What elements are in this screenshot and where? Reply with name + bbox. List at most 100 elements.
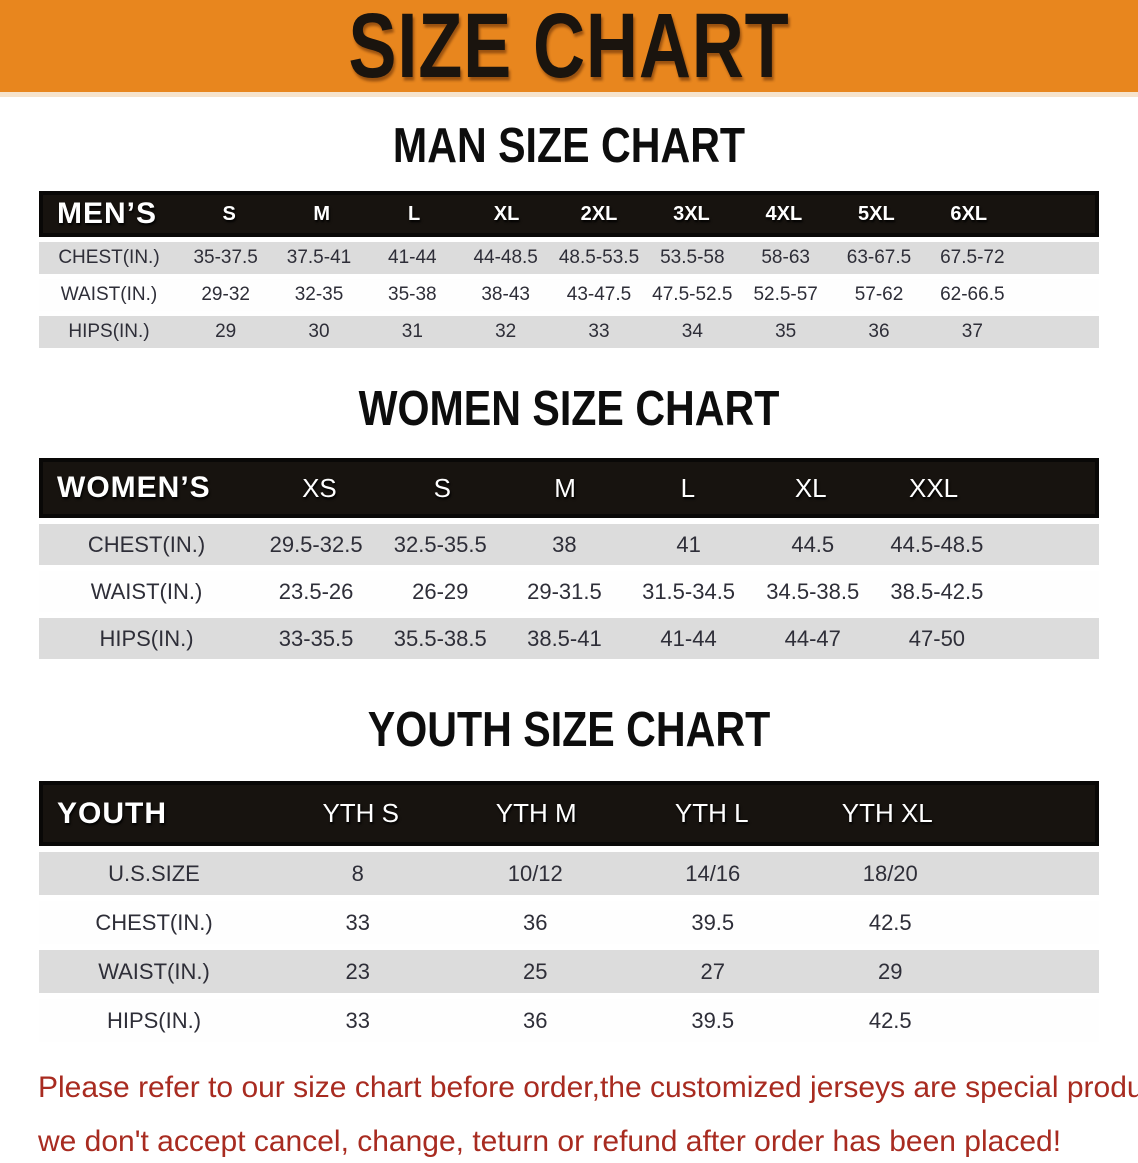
hips-row-label: HIPS(IN.) bbox=[39, 321, 179, 343]
size-value-cell: 37 bbox=[926, 321, 1019, 343]
size-column-header: YTH L bbox=[624, 798, 800, 829]
size-value-cell: 38 bbox=[502, 532, 626, 558]
size-value-cell: 33 bbox=[269, 910, 447, 936]
size-column-header: S bbox=[381, 473, 504, 504]
size-value-cell: 33 bbox=[552, 321, 645, 343]
size-value-cell: 18/20 bbox=[802, 861, 980, 887]
size-value-cell: 52.5-57 bbox=[739, 284, 832, 306]
size-value-cell: 36 bbox=[447, 1008, 625, 1034]
size-column-header: 3XL bbox=[645, 203, 737, 226]
youth-section-heading: YOUTH SIZE CHART bbox=[91, 702, 1047, 758]
size-column-header: XXL bbox=[872, 473, 995, 504]
men-chest-row: CHEST(IN.) 35-37.5 37.5-41 41-44 44-48.5… bbox=[39, 242, 1099, 274]
size-column-header: YTH XL bbox=[800, 798, 976, 829]
size-value-cell: 23.5-26 bbox=[254, 579, 378, 605]
size-value-cell: 32-35 bbox=[272, 284, 365, 306]
youth-waist-row: WAIST(IN.) 23 25 27 29 bbox=[39, 950, 1099, 993]
size-value-cell: 29-32 bbox=[179, 284, 272, 306]
size-value-cell: 36 bbox=[832, 321, 925, 343]
size-value-cell: 10/12 bbox=[447, 861, 625, 887]
chest-row-label: CHEST(IN.) bbox=[39, 910, 269, 936]
size-value-cell: 26-29 bbox=[378, 579, 502, 605]
men-hips-row: HIPS(IN.) 29 30 31 32 33 34 35 36 37 bbox=[39, 316, 1099, 348]
size-value-cell: 34 bbox=[646, 321, 739, 343]
size-column-header: 5XL bbox=[830, 203, 922, 226]
youth-header-row: YOUTH YTH S YTH M YTH L YTH XL bbox=[39, 781, 1099, 846]
size-value-cell: 35.5-38.5 bbox=[378, 626, 502, 652]
size-value-cell: 29 bbox=[802, 959, 980, 985]
size-value-cell: 32 bbox=[459, 321, 552, 343]
size-column-header: XL bbox=[749, 473, 872, 504]
footer-note: Please refer to our size chart before or… bbox=[0, 1066, 1138, 1163]
us-size-row-label: U.S.SIZE bbox=[39, 861, 269, 887]
size-value-cell: 38.5-42.5 bbox=[875, 579, 999, 605]
youth-ussize-row: U.S.SIZE 8 10/12 14/16 18/20 bbox=[39, 852, 1099, 895]
size-value-cell: 38-43 bbox=[459, 284, 552, 306]
women-header-row: WOMEN’S XS S M L XL XXL bbox=[39, 458, 1099, 518]
size-column-header: YTH M bbox=[449, 798, 625, 829]
youth-chest-row: CHEST(IN.) 33 36 39.5 42.5 bbox=[39, 901, 1099, 944]
size-value-cell: 57-62 bbox=[832, 284, 925, 306]
size-value-cell: 44.5 bbox=[751, 532, 875, 558]
size-value-cell: 25 bbox=[447, 959, 625, 985]
waist-row-label: WAIST(IN.) bbox=[39, 579, 254, 605]
size-value-cell: 47-50 bbox=[875, 626, 999, 652]
size-value-cell: 30 bbox=[272, 321, 365, 343]
size-column-header: 2XL bbox=[553, 203, 645, 226]
size-value-cell: 35-38 bbox=[366, 284, 459, 306]
size-value-cell: 38.5-41 bbox=[502, 626, 626, 652]
size-value-cell: 53.5-58 bbox=[646, 247, 739, 269]
banner: SIZE CHART bbox=[0, 0, 1138, 97]
size-column-header: 4XL bbox=[738, 203, 830, 226]
size-value-cell: 42.5 bbox=[802, 1008, 980, 1034]
women-size-table: WOMEN’S XS S M L XL XXL CHEST(IN.) 29.5-… bbox=[39, 458, 1099, 659]
men-header-row: MEN’S S M L XL 2XL 3XL 4XL 5XL 6XL bbox=[39, 191, 1099, 237]
chest-row-label: CHEST(IN.) bbox=[39, 532, 254, 558]
size-column-header: XS bbox=[258, 473, 381, 504]
size-value-cell: 44.5-48.5 bbox=[875, 532, 999, 558]
size-value-cell: 63-67.5 bbox=[832, 247, 925, 269]
size-value-cell: 23 bbox=[269, 959, 447, 985]
size-value-cell: 41 bbox=[626, 532, 750, 558]
size-value-cell: 44-47 bbox=[751, 626, 875, 652]
size-value-cell: 67.5-72 bbox=[926, 247, 1019, 269]
size-value-cell: 35-37.5 bbox=[179, 247, 272, 269]
youth-table-title: YOUTH bbox=[43, 797, 273, 831]
waist-row-label: WAIST(IN.) bbox=[39, 959, 269, 985]
size-value-cell: 34.5-38.5 bbox=[751, 579, 875, 605]
size-column-header: L bbox=[368, 203, 460, 226]
size-value-cell: 14/16 bbox=[624, 861, 802, 887]
size-value-cell: 36 bbox=[447, 910, 625, 936]
size-value-cell: 48.5-53.5 bbox=[552, 247, 645, 269]
men-size-table: MEN’S S M L XL 2XL 3XL 4XL 5XL 6XL CHEST… bbox=[39, 191, 1099, 348]
size-value-cell: 32.5-35.5 bbox=[378, 532, 502, 558]
size-value-cell: 29 bbox=[179, 321, 272, 343]
size-value-cell: 62-66.5 bbox=[926, 284, 1019, 306]
size-value-cell: 44-48.5 bbox=[459, 247, 552, 269]
women-waist-row: WAIST(IN.) 23.5-26 26-29 29-31.5 31.5-34… bbox=[39, 571, 1099, 612]
women-table-title: WOMEN’S bbox=[43, 471, 258, 505]
size-column-header: 6XL bbox=[923, 203, 1015, 226]
size-value-cell: 35 bbox=[739, 321, 832, 343]
youth-hips-row: HIPS(IN.) 33 36 39.5 42.5 bbox=[39, 999, 1099, 1042]
size-value-cell: 41-44 bbox=[626, 626, 750, 652]
men-waist-row: WAIST(IN.) 29-32 32-35 35-38 38-43 43-47… bbox=[39, 279, 1099, 311]
size-column-header: S bbox=[183, 203, 275, 226]
men-section-heading: MAN SIZE CHART bbox=[91, 118, 1047, 174]
size-column-header: XL bbox=[460, 203, 552, 226]
size-value-cell: 39.5 bbox=[624, 910, 802, 936]
size-value-cell: 47.5-52.5 bbox=[646, 284, 739, 306]
banner-title: SIZE CHART bbox=[348, 0, 789, 99]
size-value-cell: 42.5 bbox=[802, 910, 980, 936]
women-hips-row: HIPS(IN.) 33-35.5 35.5-38.5 38.5-41 41-4… bbox=[39, 618, 1099, 659]
women-section-heading: WOMEN SIZE CHART bbox=[91, 381, 1047, 437]
size-column-header: YTH S bbox=[273, 798, 449, 829]
men-table-title: MEN’S bbox=[43, 197, 183, 231]
size-value-cell: 31 bbox=[366, 321, 459, 343]
size-value-cell: 43-47.5 bbox=[552, 284, 645, 306]
size-value-cell: 41-44 bbox=[366, 247, 459, 269]
size-value-cell: 33-35.5 bbox=[254, 626, 378, 652]
size-value-cell: 58-63 bbox=[739, 247, 832, 269]
size-column-header: M bbox=[275, 203, 367, 226]
